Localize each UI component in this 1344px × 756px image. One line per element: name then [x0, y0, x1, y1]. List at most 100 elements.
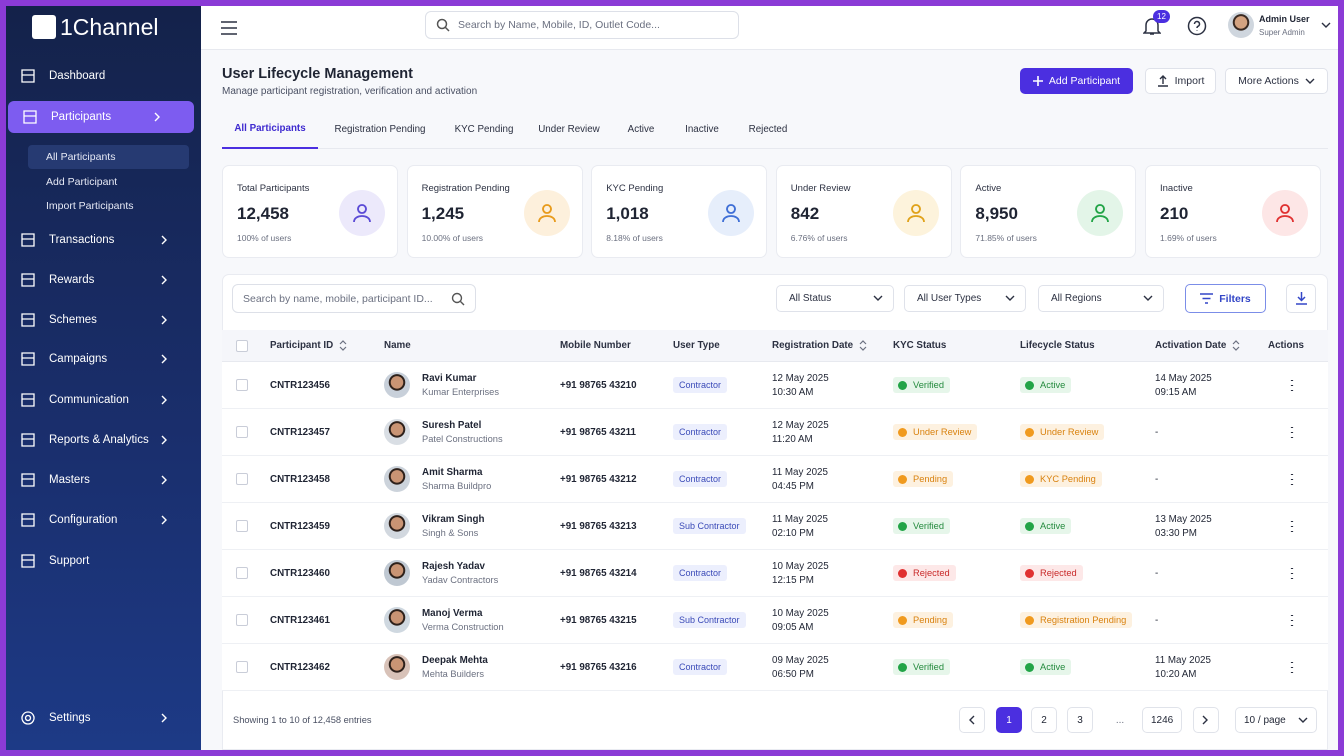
registration-date-cell: 12 May 2025 11:20 AM [772, 409, 829, 455]
header-button[interactable]: Add Participant [1020, 68, 1133, 94]
header-button[interactable]: More Actions [1225, 68, 1328, 94]
chevron-icon [1005, 295, 1015, 301]
tabs: All Participants Registration Pending KYC … [222, 110, 1328, 149]
search-icon [436, 18, 450, 32]
column-header[interactable]: Activation Date [1155, 330, 1240, 361]
activation-date: - [1155, 426, 1159, 438]
nav-item[interactable]: Reports & Analytics [6, 424, 201, 456]
name-cell: Rajesh Yadav Yadav Contractors [384, 550, 498, 596]
help-icon[interactable] [1187, 16, 1207, 36]
nav-icon [21, 352, 35, 366]
nav-subitem[interactable]: All Participants [28, 145, 189, 169]
upload-icon-path [1157, 75, 1168, 87]
nav-item[interactable]: Settings [6, 702, 201, 734]
stat-value: 12,458 [237, 204, 289, 223]
next-page[interactable] [1193, 707, 1219, 733]
status-dot [1025, 568, 1034, 578]
nav-item[interactable]: Schemes [6, 304, 201, 336]
chevron-icon [1143, 295, 1153, 301]
tab[interactable]: All Participants [222, 110, 318, 149]
nav-icon [21, 313, 35, 327]
nav-item[interactable]: Transactions [6, 224, 201, 256]
kyc-cell: Verified [893, 362, 951, 408]
nav-chevron [161, 354, 167, 364]
user-type: Contractor [673, 377, 728, 393]
nav-item[interactable]: Masters [6, 464, 201, 496]
checkbox[interactable] [236, 614, 248, 626]
checkbox[interactable] [236, 426, 248, 438]
status-dot [1025, 427, 1034, 437]
chevron-icon-path [969, 715, 975, 725]
activation-time: 03:30 PM [1155, 527, 1197, 539]
nav-icon-path [21, 313, 35, 327]
brand-logo [32, 15, 56, 39]
nav-icon [21, 69, 35, 83]
tab[interactable]: KYC Pending [454, 124, 514, 135]
column-header[interactable]: Participant ID [270, 330, 347, 361]
checkbox[interactable] [236, 661, 248, 673]
lifecycle-badge: Active [1020, 659, 1072, 675]
global-search[interactable]: Search by Name, Mobile, ID, Outlet Code.… [425, 11, 739, 39]
status-dot [1025, 380, 1034, 390]
checkbox-cell [236, 597, 248, 643]
nav-subitem[interactable]: Add Participant [46, 175, 118, 188]
nav-item[interactable]: Communication [6, 384, 201, 416]
nav-item[interactable]: Dashboard [6, 60, 201, 92]
actions-cell [1290, 503, 1294, 549]
checkbox[interactable] [236, 339, 248, 352]
header-button[interactable]: Import [1145, 68, 1216, 94]
page-button[interactable]: 3 [1067, 707, 1093, 733]
checkbox[interactable] [236, 473, 248, 485]
nav-item[interactable]: Participants [8, 101, 194, 133]
filter-select[interactable]: All Regions [1038, 285, 1164, 312]
per-page[interactable]: 10 / page [1235, 707, 1317, 733]
column-header[interactable]: Registration Date [772, 330, 867, 361]
menu-icon[interactable] [221, 21, 237, 35]
name-stack: Vikram Singh Singh & Sons [422, 514, 484, 538]
tab[interactable]: Inactive [685, 124, 719, 135]
nav-item[interactable]: Campaigns [6, 343, 201, 375]
nav-item[interactable]: Configuration [6, 504, 201, 536]
checkbox[interactable] [236, 567, 248, 579]
lifecycle-cell: Rejected [1020, 550, 1083, 596]
checkbox[interactable] [236, 520, 248, 532]
mobile-number: +91 98765 43216 [560, 661, 637, 673]
name-cell: Amit Sharma Sharma Buildpro [384, 456, 491, 502]
mobile-number: +91 98765 43214 [560, 567, 637, 579]
registration-date: 11 May 2025 [772, 513, 828, 525]
page-button: ... [1115, 714, 1125, 726]
user-menu-chevron[interactable] [1321, 22, 1331, 29]
tab[interactable]: Registration Pending [334, 124, 426, 135]
chevron-icon-path [1305, 78, 1315, 84]
checkbox[interactable] [236, 379, 248, 391]
filters-button[interactable]: Filters [1185, 284, 1266, 313]
download-button[interactable] [1286, 284, 1316, 313]
checkbox-cell [236, 550, 248, 596]
nav-item[interactable]: Rewards [6, 264, 201, 296]
page-button[interactable]: 1246 [1142, 707, 1183, 733]
stat-note: 10.00% of users [421, 233, 484, 243]
user-avatar[interactable] [1228, 12, 1254, 38]
actions-cell [1290, 644, 1294, 690]
registration-date: 09 May 2025 [772, 654, 829, 666]
filter-select[interactable]: All Status [776, 285, 894, 312]
nav-subitem[interactable]: Import Participants [46, 200, 134, 212]
participant-id: CNTR123460 [270, 567, 330, 579]
name-cell: Deepak Mehta Mehta Builders [384, 644, 488, 690]
prev-page[interactable] [959, 707, 985, 733]
registration-time: 04:45 PM [772, 480, 814, 492]
row-actions [1290, 520, 1294, 532]
tab[interactable]: Rejected [748, 124, 788, 135]
tab[interactable]: Active [627, 124, 655, 135]
nav-icon-path [21, 393, 35, 407]
page-button[interactable]: 1 [996, 707, 1022, 733]
participant-id: CNTR123456 [270, 379, 330, 391]
nav-item[interactable]: Support [6, 545, 201, 577]
table-search[interactable]: Search by name, mobile, participant ID..… [232, 284, 476, 313]
filter-select[interactable]: All User Types [904, 285, 1026, 312]
lifecycle-cell: Active [1020, 362, 1072, 408]
page-button[interactable]: 2 [1031, 707, 1057, 733]
tab[interactable]: Under Review [538, 124, 600, 135]
